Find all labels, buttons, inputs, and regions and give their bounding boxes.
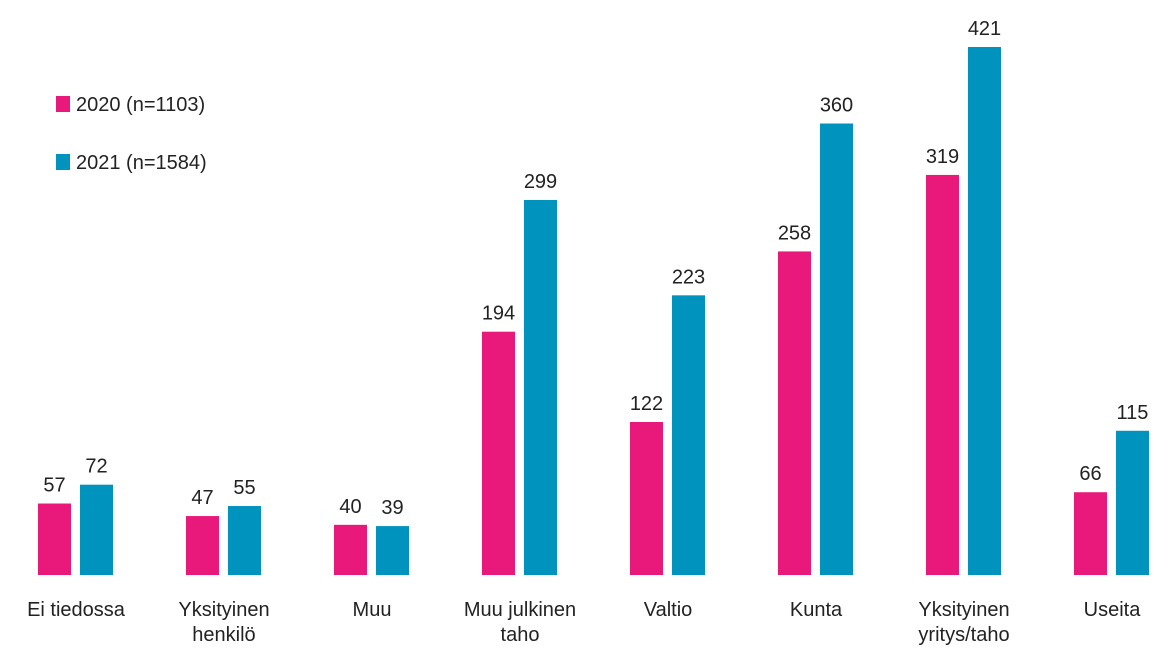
value-label: 40	[339, 496, 361, 518]
legend-label: 2020 (n=1103)	[76, 94, 205, 116]
value-label: 319	[926, 146, 959, 168]
value-label: 57	[43, 475, 65, 497]
x-tick-label: Muu	[352, 599, 392, 621]
bar	[778, 251, 811, 575]
value-label: 360	[820, 95, 853, 117]
value-label: 55	[233, 477, 255, 499]
legend-swatch	[56, 154, 70, 170]
bar	[820, 123, 853, 575]
value-label: 66	[1079, 463, 1101, 485]
x-tick-label: Yksityinen yritys/taho	[918, 599, 1010, 646]
legend-swatch	[56, 96, 70, 112]
bar	[1116, 430, 1149, 575]
value-label: 421	[968, 18, 1001, 40]
x-tick-label: Yksityinen henkilö	[178, 599, 270, 646]
x-tick-label: Kunta	[789, 599, 843, 621]
bar	[334, 524, 367, 575]
value-label: 223	[672, 266, 705, 288]
bar	[672, 295, 705, 575]
bar	[968, 47, 1001, 575]
value-label: 299	[524, 171, 557, 193]
bar	[80, 484, 113, 575]
value-label: 47	[191, 487, 213, 509]
value-label: 258	[778, 222, 811, 244]
bar	[524, 200, 557, 575]
x-tick-label: Useita	[1083, 599, 1141, 621]
bar	[228, 506, 261, 575]
x-tick-label: Ei tiedossa	[27, 599, 125, 621]
value-label: 39	[381, 497, 403, 519]
bar	[1074, 492, 1107, 575]
bar	[376, 526, 409, 575]
bar	[926, 174, 959, 575]
bar	[38, 503, 71, 575]
bar	[186, 516, 219, 575]
value-label: 115	[1117, 402, 1149, 424]
value-label: 122	[630, 393, 663, 415]
legend-label: 2021 (n=1584)	[76, 152, 207, 174]
bar	[482, 331, 515, 575]
x-tick-label: Valtio	[643, 599, 693, 621]
x-tick-label: Muu julkinen taho	[463, 599, 577, 646]
bar	[630, 421, 663, 575]
value-label: 72	[85, 456, 107, 478]
value-label: 194	[482, 303, 515, 325]
